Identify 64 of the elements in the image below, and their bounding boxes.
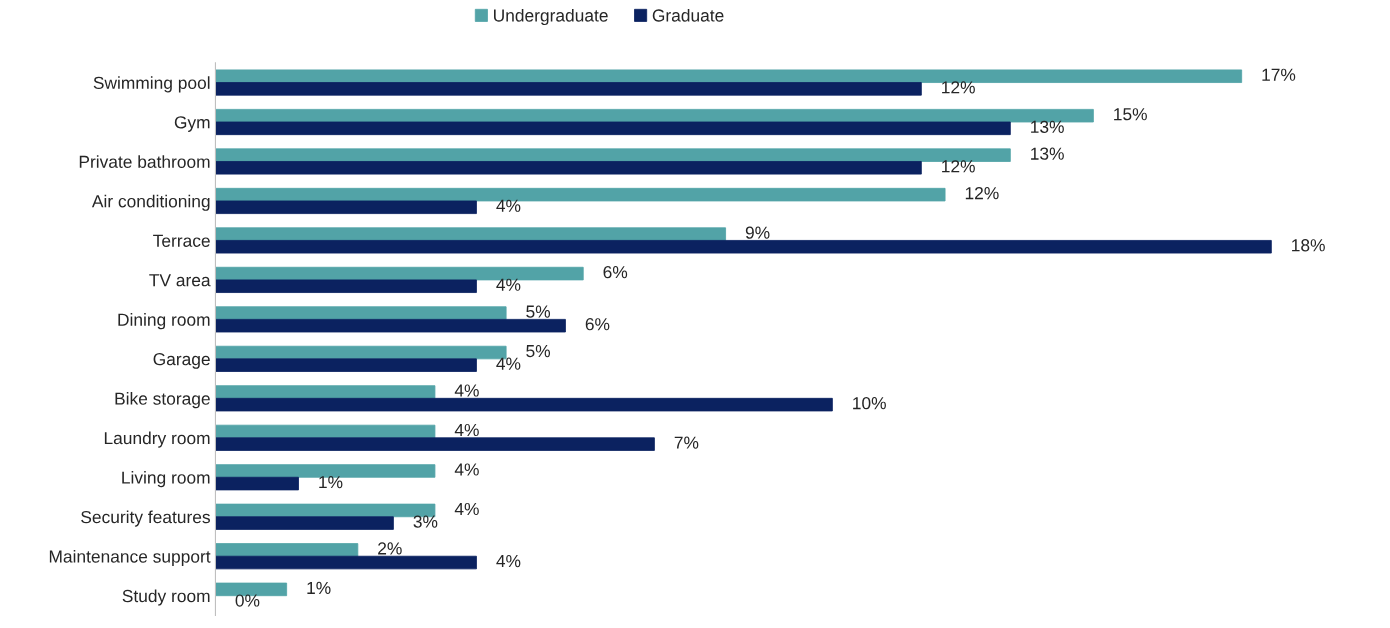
bar [215,240,1272,254]
bar [215,200,477,215]
bar [215,318,566,333]
data-label: 4% [496,357,521,370]
bar [215,279,477,293]
data-label: 4% [454,423,479,437]
data-label: 1% [319,476,343,489]
data-label: 13% [1031,120,1064,133]
bar [215,227,727,241]
bar [215,161,922,175]
data-label: 10% [853,397,886,410]
data-label: 7% [674,436,699,449]
y-tick-label: Private bathroom [79,155,210,168]
data-label: 12% [965,187,999,200]
bar [215,69,1243,83]
data-label: 4% [496,199,521,212]
y-tick-label: Study room [122,589,210,606]
data-label: 17% [1262,68,1296,81]
data-label: 5% [526,305,551,318]
legend-label: Undergraduate [494,8,608,26]
y-tick-label: Bike storage [115,392,210,409]
y-tick-label: Gym [174,116,210,132]
y-tick-label: Living room [122,470,210,488]
legend-label: Graduate [652,8,724,22]
bar [215,543,359,557]
bar [215,82,922,96]
y-tick-label: Security features [81,510,210,527]
data-label: 12% [942,81,975,94]
data-label: 15% [1114,108,1147,121]
bar [215,555,477,570]
data-label: 4% [454,384,479,397]
data-label: 4% [454,502,479,516]
data-label: 2% [378,542,402,555]
data-label: 13% [1031,147,1064,160]
data-label: 5% [526,344,551,358]
data-label: 12% [942,160,975,173]
bar [215,121,1011,136]
bar [215,358,477,372]
data-label: 3% [413,515,438,528]
data-label: 9% [745,226,770,239]
data-label: 6% [603,265,628,279]
bar [215,464,436,478]
bar [215,437,655,451]
y-tick-label: Dining room [118,313,210,330]
data-label: 4% [496,554,521,568]
bar [215,397,833,412]
data-label: 4% [496,278,521,291]
bar [215,306,507,320]
bar [215,516,394,530]
bar [215,476,299,491]
y-tick-label: Laundry room [104,431,210,448]
bar [215,148,1011,162]
y-tick-label: Air conditioning [91,194,210,211]
data-label: 18% [1292,239,1325,252]
data-label: 6% [585,318,610,331]
y-tick-label: TV area [149,274,211,287]
y-tick-label: Garage [153,353,210,369]
y-tick-label: Swimming pool [93,76,210,93]
y-tick-label: Maintenance support [49,549,211,567]
data-label: 1% [307,581,331,594]
data-label: 4% [454,463,479,476]
data-label: 0% [235,594,260,607]
bar [215,385,436,399]
y-tick-label: Terrace [153,234,210,247]
